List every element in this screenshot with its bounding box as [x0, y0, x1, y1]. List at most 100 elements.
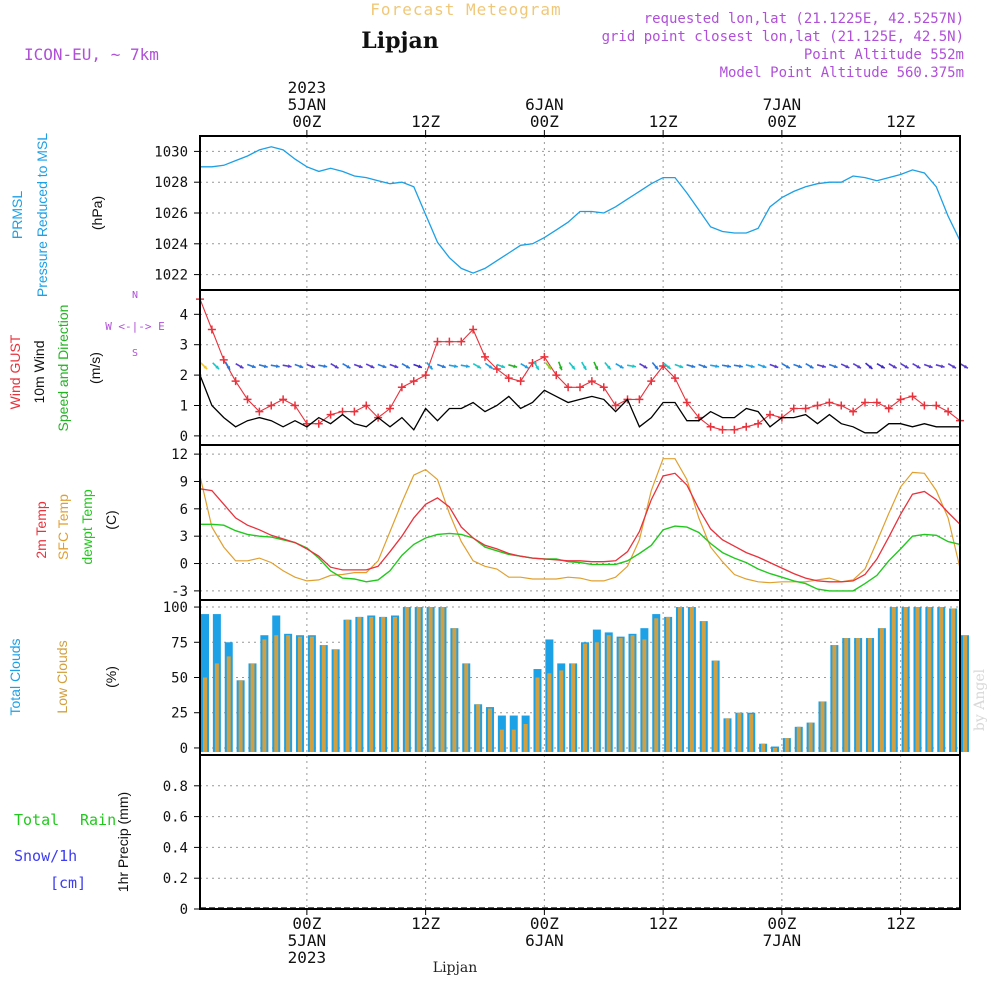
low-cloud-bar: [642, 639, 647, 752]
wind-arrow-head: [513, 364, 518, 369]
wind-arrow-head: [691, 364, 696, 369]
bottom-xtick-label: 5JAN: [288, 931, 327, 950]
wind-direction-arrow: [306, 363, 316, 369]
gust-marker: [445, 337, 454, 346]
low-cloud-bar: [666, 616, 671, 752]
wind-direction-arrow: [935, 364, 945, 369]
precip-legend-total: Total: [14, 811, 59, 829]
wind-direction-arrow: [318, 364, 328, 369]
frame-layer: [199, 135, 961, 910]
low-cloud-bar: [499, 729, 504, 752]
low-cloud-bar: [476, 704, 481, 752]
wind-arrow-head: [845, 364, 850, 369]
gust-marker: [872, 398, 881, 407]
location-title: Lipjan: [361, 28, 438, 54]
wind-direction-arrow: [781, 363, 791, 369]
wind-arrow-head: [334, 364, 339, 369]
wind-arrow-head: [287, 364, 292, 369]
wind-arrow-head: [821, 364, 826, 369]
bottom-xtick-label: 12Z: [411, 914, 440, 933]
wind-arrow-head: [547, 365, 552, 370]
gust-marker: [564, 383, 573, 392]
wind-direction-arrow: [533, 361, 540, 371]
low-cloud-bar: [808, 722, 813, 752]
wind-arrow-head: [571, 365, 576, 370]
wind-arrow-head: [275, 364, 280, 369]
wind-direction-arrow: [508, 364, 518, 369]
wind-arrow-head: [619, 364, 624, 369]
gust-marker: [884, 404, 893, 413]
wind-arrow-head: [928, 364, 933, 369]
credit: by Angel: [972, 668, 988, 731]
wind-direction-arrow: [472, 363, 482, 369]
gust-marker: [730, 425, 739, 434]
pressure-ytick-label: 1024: [154, 237, 188, 253]
low-cloud-bar: [262, 639, 267, 752]
wind-arrow-head: [226, 365, 230, 370]
low-cloud-bar: [844, 638, 849, 752]
gust-marker: [492, 365, 501, 374]
wind-arrow-head: [441, 364, 446, 369]
low-cloud-bar: [879, 628, 884, 752]
low-cloud-bar: [856, 638, 861, 752]
low-cloud-bar: [274, 635, 279, 752]
gust-marker: [896, 395, 905, 404]
clouds-ytick-label: 0: [180, 741, 188, 757]
low-cloud-bar: [891, 607, 896, 752]
wind-direction-arrow: [235, 363, 244, 369]
wind-direction-arrow: [840, 363, 850, 369]
low-cloud-bar: [416, 607, 421, 752]
wind-label-gust: Wind GUST: [7, 334, 23, 409]
wind-arrow-head: [606, 365, 611, 370]
wind-arrow-head: [762, 364, 767, 369]
wind-direction-arrow: [377, 363, 387, 369]
wind-arrow-head: [904, 364, 909, 369]
gust-marker: [231, 377, 240, 386]
wind-direction-arrow: [876, 363, 886, 369]
wind-direction-arrow: [805, 363, 814, 369]
pressure-label-1: PRMSL: [9, 191, 25, 239]
low-cloud-bar: [915, 607, 920, 752]
gust-marker: [813, 401, 822, 410]
precip-ytick-label: 0.2: [163, 871, 188, 887]
footer-location: Lipjan: [433, 960, 477, 976]
wind-arrow-head: [679, 364, 684, 369]
wind-arrow-head: [880, 364, 885, 369]
gust-marker: [908, 392, 917, 401]
chart-title: Forecast Meteogram: [370, 0, 561, 19]
gust-marker: [766, 410, 774, 419]
gust-marker: [397, 383, 406, 392]
top-xtick-label: 12Z: [649, 112, 678, 131]
temp-label-sfc: SFC Temp: [55, 494, 71, 560]
gust-marker: [314, 419, 323, 428]
wind-direction-arrow: [448, 364, 458, 369]
wind-direction-arrow: [674, 363, 684, 369]
wind-arrow-head: [203, 365, 208, 370]
precip-ytick-label: 0.4: [163, 840, 188, 856]
gust-marker: [540, 352, 549, 361]
gust-marker: [409, 377, 418, 386]
wind-direction-arrow: [816, 364, 827, 369]
wind-label-10m: 10m Wind: [31, 340, 47, 403]
gust-marker: [706, 422, 715, 431]
wind-direction-arrow: [686, 364, 696, 369]
wind-arrow-head: [418, 364, 422, 369]
temperature-ytick-label: 9: [180, 474, 188, 490]
top-xtick-label: 00Z: [530, 112, 559, 131]
precip-frame: [199, 754, 961, 910]
bottom-xtick-label: 00Z: [530, 914, 559, 933]
gust-marker: [267, 401, 276, 410]
low-cloud-bar: [583, 643, 587, 752]
low-cloud-bar: [737, 712, 742, 752]
wind-direction-arrow: [912, 363, 921, 369]
wind-direction-arrow: [520, 363, 529, 369]
low-cloud-bar: [654, 618, 659, 752]
wind-direction-arrow: [959, 363, 969, 369]
wind-direction-arrow: [460, 364, 470, 369]
low-cloud-bar: [951, 608, 956, 752]
low-cloud-bar: [214, 663, 219, 752]
bottom-xtick-label: 7JAN: [763, 931, 802, 950]
wind-arrow-head: [703, 364, 707, 369]
low-cloud-bar: [309, 636, 314, 752]
gust-marker: [647, 377, 656, 386]
